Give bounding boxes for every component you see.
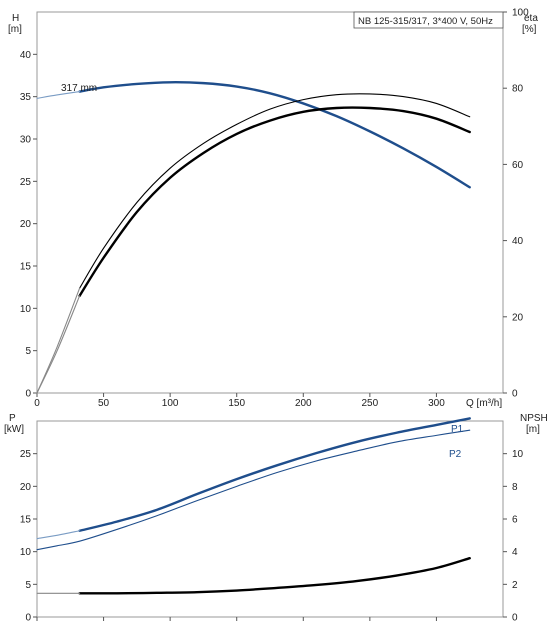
series-line-1 [36, 91, 81, 99]
y-right-label-name: NPSH [520, 413, 548, 424]
x-tick-label: 300 [428, 398, 445, 409]
y-right-tick-label: 60 [512, 160, 524, 171]
y-left-tick-label: 25 [20, 177, 32, 188]
y-left-tick-label: 40 [20, 50, 32, 61]
y-right-tick-label: 6 [512, 515, 518, 526]
series-line-3 [78, 557, 471, 595]
y-left-tick-label: 30 [20, 135, 32, 146]
series-line-1 [36, 530, 81, 540]
y-right-tick-label: 8 [512, 482, 518, 493]
y-right-tick-label: 80 [512, 84, 524, 95]
y-left-tick-label: 10 [20, 304, 32, 315]
y-left-tick-label: 20 [20, 482, 32, 493]
y-left-tick-label: 15 [20, 262, 32, 273]
x-tick-label: 100 [162, 398, 179, 409]
y-left-tick-label: 15 [20, 515, 32, 526]
y-left-tick-label: 5 [25, 580, 31, 591]
y-left-label-unit: [m] [8, 24, 22, 35]
y-left-tick-label: 0 [25, 613, 31, 624]
series-line-0 [78, 81, 471, 189]
x-tick-label: 50 [98, 398, 110, 409]
x-tick-label: 250 [362, 398, 379, 409]
y-left-tick-label: 5 [25, 346, 31, 357]
x-tick-label: 200 [295, 398, 312, 409]
y-left-tick-label: 25 [20, 449, 32, 460]
x-tick-label: 0 [34, 398, 40, 409]
y-left-tick-label: 35 [20, 92, 32, 103]
title-box [353, 11, 504, 29]
curve-label-p2: P2 [449, 449, 462, 460]
y-right-tick-label: 4 [512, 547, 518, 558]
y-right-tick-label: 100 [512, 8, 529, 19]
curve-label-p1: P1 [451, 424, 464, 435]
y-right-tick-label: 10 [512, 449, 524, 460]
curve-label-317mm: 317 mm [61, 83, 97, 94]
y-left-tick-label: 20 [20, 219, 32, 230]
y-right-label-unit: [%] [522, 24, 537, 35]
y-right-tick-label: 2 [512, 580, 518, 591]
series-line-5 [36, 295, 81, 394]
y-right-tick-label: 0 [512, 613, 518, 624]
series-line-3 [78, 106, 471, 298]
y-left-label-name: P [9, 413, 16, 424]
series-line-2 [79, 93, 471, 289]
series-line-0 [78, 417, 471, 532]
plot-frame [36, 11, 504, 394]
series-line-4 [36, 287, 81, 394]
y-right-tick-label: 20 [512, 312, 524, 323]
power-npsh-panel: P [kW] NPSH [m] 0 5 10 15 20 25 0 2 4 6 8 10 P1 P2 [4, 413, 548, 624]
y-right-tick-label: 0 [512, 389, 518, 400]
x-tick-label: 150 [228, 398, 245, 409]
y-right-label-unit: [m] [526, 424, 540, 435]
x-axis-label: Q [m³/h] [466, 398, 502, 409]
y-left-label-name: H [12, 13, 19, 24]
series-line-2 [36, 429, 471, 551]
y-left-tick-label: 0 [25, 389, 31, 400]
y-left-label-unit: [kW] [4, 424, 24, 435]
y-left-tick-label: 10 [20, 547, 32, 558]
head-efficiency-panel: NB 125-315/317, 3*400 V, 50Hz H [m] eta … [8, 8, 538, 410]
y-right-tick-label: 40 [512, 236, 524, 247]
chart-title: NB 125-315/317, 3*400 V, 50Hz [358, 16, 493, 27]
y-right-label-name: eta [524, 13, 538, 24]
